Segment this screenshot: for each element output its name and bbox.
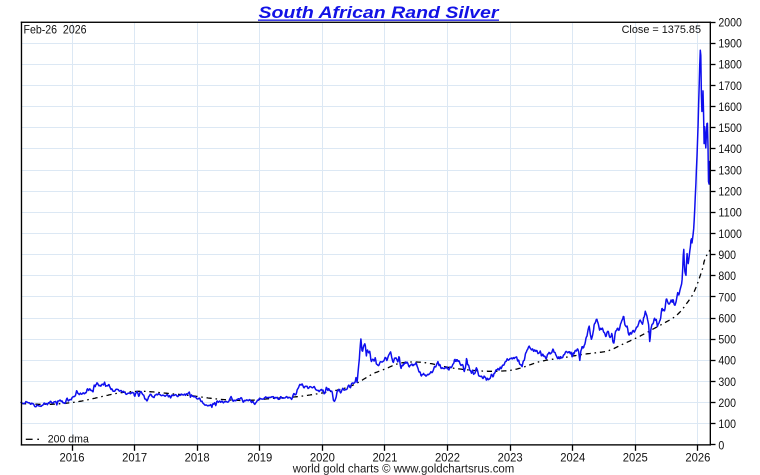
svg-text:1500: 1500 — [718, 121, 742, 135]
svg-text:800: 800 — [718, 269, 736, 283]
svg-text:1400: 1400 — [718, 142, 742, 156]
svg-text:1700: 1700 — [718, 79, 742, 93]
svg-text:2018: 2018 — [185, 450, 210, 464]
svg-text:Feb-26 2026: Feb-26 2026 — [24, 24, 87, 37]
svg-text:world gold charts © www.goldch: world gold charts © www.goldchartsrus.co… — [292, 461, 515, 475]
svg-text:100: 100 — [718, 417, 736, 431]
svg-text:2023: 2023 — [498, 450, 523, 464]
svg-text:2017: 2017 — [122, 450, 147, 464]
svg-text:1600: 1600 — [718, 100, 742, 114]
svg-text:2019: 2019 — [247, 450, 272, 464]
svg-text:600: 600 — [718, 311, 736, 325]
svg-text:2000: 2000 — [718, 15, 742, 29]
svg-text:1900: 1900 — [718, 36, 742, 50]
svg-text:400: 400 — [718, 354, 736, 368]
svg-text:2022: 2022 — [435, 450, 460, 464]
svg-text:1800: 1800 — [718, 58, 742, 72]
svg-text:300: 300 — [718, 375, 736, 389]
svg-text:2026: 2026 — [685, 450, 710, 464]
svg-text:700: 700 — [718, 290, 736, 304]
svg-text:Close = 1375.85: Close = 1375.85 — [622, 24, 701, 36]
svg-text:2016: 2016 — [60, 450, 85, 464]
svg-text:500: 500 — [718, 333, 736, 347]
svg-text:2024: 2024 — [560, 450, 585, 464]
svg-text:2020: 2020 — [310, 450, 335, 464]
svg-text:2025: 2025 — [623, 450, 648, 464]
svg-text:South African Rand Silver: South African Rand Silver — [259, 4, 501, 22]
svg-text:1100: 1100 — [718, 206, 742, 220]
svg-text:200 dma: 200 dma — [48, 433, 90, 445]
svg-text:1300: 1300 — [718, 163, 742, 177]
svg-text:900: 900 — [718, 248, 736, 262]
svg-text:200: 200 — [718, 396, 736, 410]
svg-text:0: 0 — [718, 438, 724, 452]
svg-text:1200: 1200 — [718, 185, 742, 199]
svg-text:1000: 1000 — [718, 227, 742, 241]
svg-text:2021: 2021 — [372, 450, 397, 464]
